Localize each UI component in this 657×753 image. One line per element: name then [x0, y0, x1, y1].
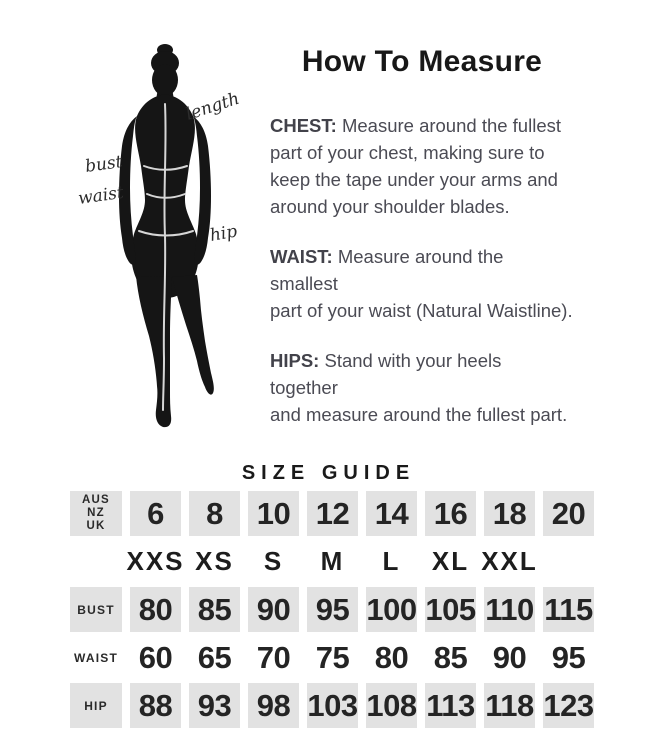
size-cell: 113 — [425, 683, 476, 728]
size-cell: 88 — [130, 683, 181, 728]
size-cell: 110 — [484, 587, 535, 632]
waist-instructions: WAIST: Measure around the smallest part … — [270, 243, 574, 324]
size-cell: 90 — [492, 639, 527, 675]
size-cell: 65 — [197, 639, 232, 675]
row-label: WAIST — [74, 650, 118, 665]
chest-instructions: CHEST: Measure around the fullest part o… — [270, 112, 574, 220]
waist-line — [146, 193, 186, 199]
size-cell: 103 — [307, 683, 358, 728]
chest-label: CHEST: — [270, 115, 337, 136]
size-cell: M — [320, 546, 345, 576]
size-cell: 14 — [366, 491, 417, 536]
size-cell: 8 — [189, 491, 240, 536]
size-cell: 6 — [130, 491, 181, 536]
size-cell: 20 — [543, 491, 594, 536]
figure-label-bust: bust — [84, 152, 124, 177]
size-cell: 85 — [433, 639, 468, 675]
size-cell: 105 — [425, 587, 476, 632]
hips-text: Stand with your heels together and measu… — [270, 350, 568, 425]
waist-text: Measure around the smallest part of your… — [270, 246, 573, 321]
size-cell: 98 — [248, 683, 299, 728]
size-cell: 123 — [543, 683, 594, 728]
figure-label-length: length — [183, 89, 242, 125]
front-leg — [136, 276, 172, 428]
empty-cell — [70, 539, 122, 584]
how-to-measure-section: How To Measure CHEST: Measure around the… — [270, 46, 574, 428]
size-cell: 12 — [307, 491, 358, 536]
row-label: BUST — [70, 587, 122, 632]
size-cell: 80 — [130, 587, 181, 632]
size-cell: XXS — [126, 546, 185, 576]
size-guide-section: SIZE GUIDE AUS NZ UK 6 8 10 12 14 16 18 20 XXS XS S M L… — [0, 461, 657, 728]
size-cell: 70 — [256, 639, 291, 675]
row-label: HIP — [70, 683, 122, 728]
size-guide-title: SIZE GUIDE — [241, 462, 416, 484]
region-label-line: NZ — [87, 507, 105, 519]
left-arm — [119, 116, 137, 265]
size-cell: 75 — [315, 639, 350, 675]
hips-instructions: HIPS: Stand with your heels together and… — [270, 347, 574, 428]
size-cell: 85 — [189, 587, 240, 632]
size-cell: L — [382, 546, 401, 576]
size-cell: 90 — [248, 587, 299, 632]
size-cell: 18 — [484, 491, 535, 536]
back-leg — [172, 275, 214, 395]
hip-line — [138, 230, 194, 237]
figure-label-waist: waist — [77, 183, 125, 209]
size-cell: 95 — [307, 587, 358, 632]
figure-label-hip: hip — [208, 221, 238, 245]
region-label-line: UK — [86, 520, 106, 532]
page-title: How To Measure — [301, 45, 543, 78]
size-cell: XS — [195, 546, 234, 576]
size-cell: 100 — [366, 587, 417, 632]
size-cell: 16 — [425, 491, 476, 536]
size-cell: 115 — [543, 587, 594, 632]
bust-line — [143, 165, 188, 171]
size-cell: 60 — [138, 639, 173, 675]
length-line — [162, 103, 167, 411]
size-cell: 80 — [374, 639, 409, 675]
size-cell: 95 — [551, 639, 586, 675]
size-cell: XXL — [481, 546, 538, 576]
right-arm — [193, 116, 211, 265]
body-silhouette: length bust waist hip — [77, 44, 242, 428]
region-label-line: AUS — [82, 494, 110, 506]
size-cell: 10 — [248, 491, 299, 536]
size-cell: 108 — [366, 683, 417, 728]
chest-text: Measure around the fullest part of your … — [270, 115, 561, 217]
waist-label: WAIST: — [270, 246, 333, 267]
size-cell: 118 — [484, 683, 535, 728]
hips-label: HIPS: — [270, 350, 320, 371]
size-cell: 93 — [189, 683, 240, 728]
size-table: AUS NZ UK 6 8 10 12 14 16 18 20 XXS XS S M L XL XXL BUST 80… — [70, 491, 657, 728]
size-cell: S — [263, 546, 284, 576]
size-cell: XL — [431, 546, 470, 576]
region-label-cell: AUS NZ UK — [70, 491, 122, 536]
size-cell — [543, 539, 594, 584]
